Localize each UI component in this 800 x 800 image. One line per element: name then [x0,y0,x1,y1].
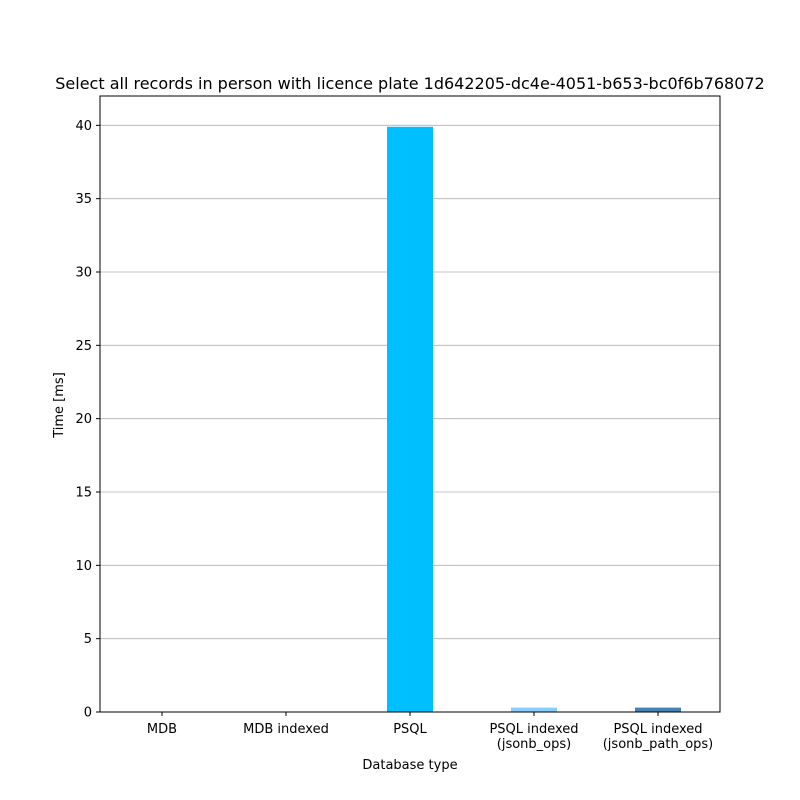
bar [635,707,681,712]
y-tick-label: 20 [75,412,92,427]
x-tick-label: (jsonb_path_ops) [603,737,714,752]
x-tick-label: PSQL [393,722,427,737]
bars [387,126,681,713]
x-tick-label: MDB indexed [243,722,329,737]
y-tick-label: 10 [75,559,92,574]
bar [511,707,557,712]
x-tick-label: (jsonb_ops) [497,737,571,752]
y-tick-label: 5 [84,632,92,647]
y-tick-label: 35 [75,192,92,207]
y-tick-label: 0 [84,706,92,721]
y-axis-ticks: 0 5 10 15 20 25 30 35 40 [75,119,100,721]
chart-title: Select all records in person with licenc… [55,74,764,93]
y-axis-label: Time [ms] [52,372,67,439]
x-axis-ticks: MDB MDB indexed PSQL PSQL indexed(jsonb_ops… [147,712,713,752]
y-tick-label: 40 [75,119,92,134]
x-tick-label: MDB [147,722,177,737]
y-tick-label: 30 [75,266,92,281]
bar [387,126,433,713]
x-axis-label: Database type [362,758,457,773]
x-tick-label: PSQL indexed [489,722,578,737]
y-tick-label: 15 [75,486,92,501]
y-tick-label: 25 [75,339,92,354]
x-tick-label: PSQL indexed [613,722,702,737]
